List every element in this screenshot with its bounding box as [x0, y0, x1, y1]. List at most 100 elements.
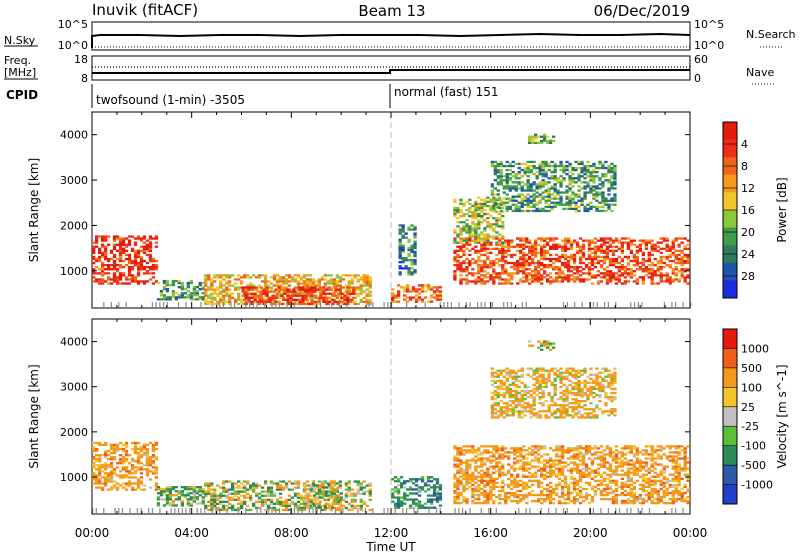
- data-cell: [489, 451, 493, 454]
- data-cell: [498, 465, 502, 468]
- data-cell: [521, 302, 523, 307]
- data-cell: [286, 288, 290, 291]
- colorbar-tick-label: 20: [741, 226, 755, 239]
- data-cell: [201, 296, 205, 299]
- data-cell: [268, 300, 272, 303]
- data-cell: [95, 449, 99, 453]
- data-cell: [249, 284, 253, 287]
- data-cell: [543, 453, 547, 456]
- data-cell: [608, 278, 613, 281]
- data-cell: [517, 181, 521, 184]
- data-cell: [213, 292, 217, 295]
- data-cell: [529, 205, 533, 208]
- data-cell: [365, 288, 369, 291]
- data-cell: [611, 278, 616, 281]
- data-cell: [477, 257, 481, 261]
- data-cell: [659, 261, 663, 265]
- data-cell: [305, 292, 310, 295]
- data-cell: [426, 498, 431, 501]
- data-cell: [483, 483, 487, 487]
- data-cell: [429, 486, 434, 489]
- data-cell: [611, 249, 616, 252]
- data-cell: [468, 479, 472, 482]
- data-cell: [480, 247, 484, 250]
- data-cell: [590, 447, 595, 450]
- data-cell: [523, 203, 527, 206]
- data-cell: [246, 480, 250, 483]
- data-cell: [301, 294, 305, 297]
- data-cell: [118, 302, 120, 307]
- data-cell: [495, 237, 499, 240]
- data-cell: [686, 259, 690, 263]
- data-cell: [145, 447, 150, 451]
- data-cell: [408, 290, 413, 293]
- data-cell: [429, 480, 434, 483]
- data-cell: [498, 461, 502, 464]
- data-cell: [268, 296, 272, 299]
- data-cell: [130, 482, 135, 485]
- data-cell: [95, 245, 99, 248]
- data-cell: [486, 473, 490, 476]
- data-cell: [228, 488, 232, 491]
- data-cell: [225, 490, 229, 493]
- data-cell: [495, 235, 499, 238]
- data-cell: [462, 498, 466, 501]
- data-cell: [492, 237, 496, 240]
- data-cell: [483, 235, 487, 238]
- data-cell: [626, 237, 630, 240]
- data-cell: [590, 239, 595, 242]
- data-cell: [546, 498, 550, 501]
- data-cell: [124, 278, 129, 281]
- data-cell: [602, 276, 607, 279]
- data-cell: [641, 261, 645, 265]
- data-cell: [148, 257, 153, 261]
- data-cell: [174, 486, 178, 489]
- colorbar-swatch: [723, 192, 737, 211]
- data-cell: [517, 162, 521, 166]
- data-cell: [550, 201, 554, 204]
- data-cell: [507, 483, 511, 487]
- data-cell: [237, 294, 241, 297]
- data-cell: [400, 500, 404, 503]
- data-cell: [541, 185, 545, 188]
- data-cell: [477, 447, 481, 450]
- data-cell: [477, 208, 481, 212]
- data-cell: [136, 460, 141, 463]
- data-cell: [250, 302, 254, 306]
- data-cell: [145, 458, 150, 461]
- data-cell: [547, 164, 551, 168]
- data-cell: [557, 268, 562, 271]
- data-cell: [501, 270, 505, 273]
- data-cell: [317, 480, 321, 483]
- data-cell: [260, 502, 265, 505]
- data-cell: [572, 449, 577, 452]
- data-cell: [249, 508, 253, 512]
- data-cell: [189, 281, 193, 285]
- data-cell: [538, 164, 542, 168]
- data-cell: [231, 508, 235, 512]
- colorbar-swatch: [723, 262, 737, 281]
- data-cell: [490, 209, 494, 213]
- data-cell: [523, 171, 527, 174]
- data-cell: [465, 459, 469, 462]
- data-cell: [104, 245, 108, 248]
- data-cell: [462, 495, 466, 499]
- data-cell: [192, 500, 196, 503]
- data-cell: [438, 292, 443, 295]
- data-cell: [559, 185, 563, 188]
- data-cell: [347, 482, 351, 485]
- data-cell: [186, 296, 190, 299]
- data-cell: [555, 449, 559, 452]
- data-cell: [121, 456, 126, 459]
- data-cell: [553, 197, 557, 200]
- data-cell: [550, 164, 554, 168]
- data-cell: [550, 197, 554, 200]
- data-cell: [522, 266, 526, 269]
- data-cell: [486, 237, 490, 240]
- data-cell: [403, 494, 407, 497]
- data-cell: [489, 276, 493, 279]
- data-cell: [121, 460, 126, 463]
- data-cell: [483, 475, 487, 478]
- data-cell: [335, 482, 339, 485]
- data-cell: [505, 209, 509, 213]
